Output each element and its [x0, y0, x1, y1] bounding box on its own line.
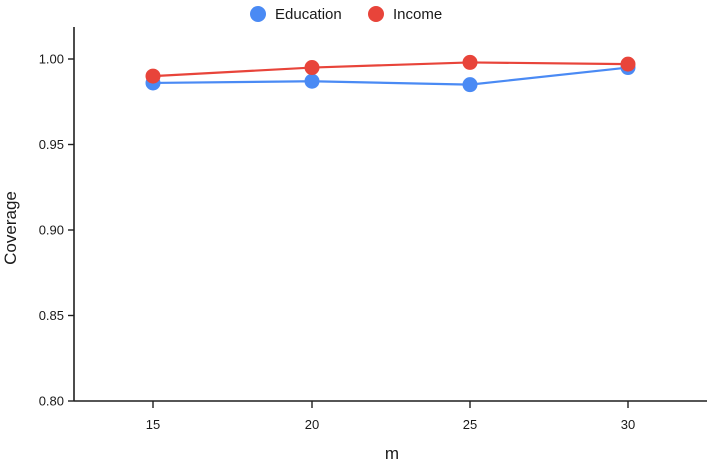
y-axis-title: Coverage	[1, 191, 20, 265]
y-tick-label: 0.95	[39, 137, 64, 152]
data-point-income	[620, 56, 636, 72]
legend-label-education: Education	[275, 6, 342, 23]
y-tick-label: 0.90	[39, 223, 64, 238]
x-tick-label: 25	[463, 417, 477, 432]
legend: Education Income	[250, 6, 442, 23]
legend-marker-education	[250, 6, 266, 22]
series-line-income	[152, 61, 629, 78]
data-point-income	[145, 68, 161, 84]
data-point-education	[304, 73, 320, 89]
series-layer	[145, 54, 636, 93]
data-point-income	[462, 54, 478, 70]
y-axis-ticks: 0.80 0.85 0.90 0.95 1.00	[39, 52, 74, 409]
data-point-education	[462, 77, 478, 93]
legend-marker-income	[368, 6, 384, 22]
data-point-income	[304, 60, 320, 76]
y-tick-label: 0.80	[39, 394, 64, 409]
legend-label-income: Income	[393, 6, 442, 23]
x-tick-label: 15	[146, 417, 160, 432]
x-axis-title: m	[385, 444, 399, 463]
series-line-education	[152, 66, 629, 86]
x-tick-label: 20	[305, 417, 319, 432]
x-axis-ticks: 15 20 25 30	[146, 401, 635, 432]
y-tick-label: 0.85	[39, 308, 64, 323]
y-tick-label: 1.00	[39, 52, 64, 67]
x-tick-label: 30	[621, 417, 635, 432]
